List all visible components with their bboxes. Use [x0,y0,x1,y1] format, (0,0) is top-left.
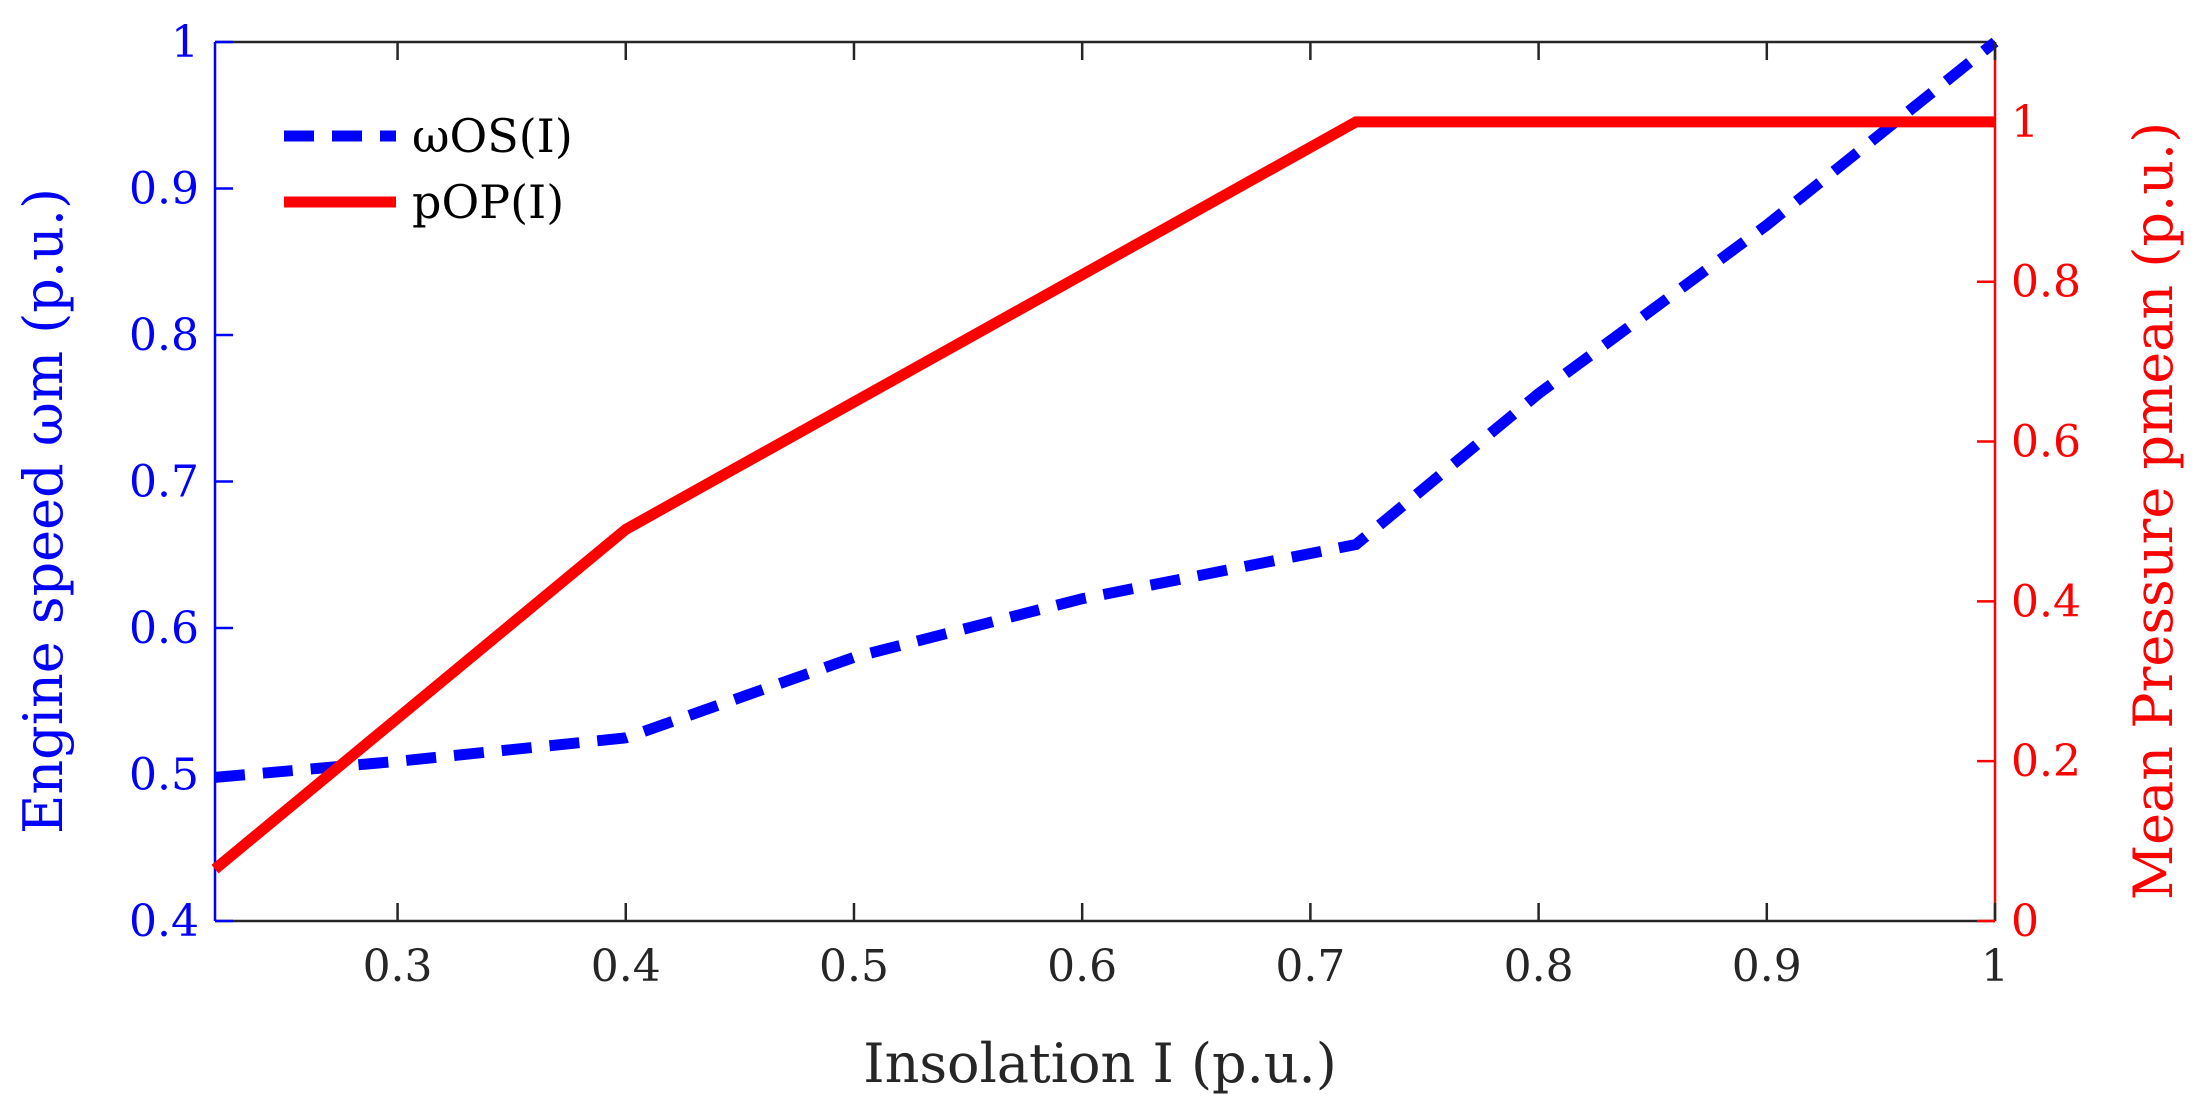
x-tick-label: 0.6 [1047,941,1117,992]
y-left-axis-ticks: 0.4 0.5 0.6 0.7 0.8 0.9 1 [129,17,233,947]
plot-frame [213,40,1997,923]
y-left-tick-label: 0.5 [129,750,199,801]
x-tick-label: 0.5 [819,941,889,992]
x-tick-label: 0.7 [1275,941,1345,992]
legend-label-omega: ωOS(I) [412,109,573,163]
y-right-tick-label: 1 [2011,97,2039,148]
x-axis-ticks: 0.3 0.4 0.5 0.6 0.7 0.8 0.9 1 [363,42,2009,992]
x-tick-label: 0.4 [591,941,661,992]
y-left-tick-label: 0.8 [129,310,199,361]
y-right-axis-title: Mean Pressure pmean (p.u.) [2122,122,2185,900]
y-left-axis-title: Engine speed ωm (p.u.) [12,188,75,834]
y-right-tick-label: 0.4 [2011,576,2081,627]
y-left-tick-label: 0.6 [129,603,199,654]
y-left-tick-label: 0.7 [129,457,199,508]
series-line-pressure [211,116,1995,874]
x-tick-label: 0.8 [1504,941,1574,992]
series-line-engine-speed [214,37,1999,783]
y-right-tick-label: 0.6 [2011,417,2081,468]
x-tick-label: 1 [1981,941,2009,992]
x-axis-title: Insolation I (p.u.) [863,1032,1337,1095]
y-left-tick-label: 1 [171,17,199,68]
x-tick-label: 0.3 [363,941,433,992]
y-right-axis-ticks: 0 0.2 0.4 0.6 0.8 1 [1977,97,2081,947]
series-group [211,37,1999,874]
y-right-tick-label: 0 [2011,896,2039,947]
y-left-tick-label: 0.9 [129,164,199,215]
legend: ωOS(I) pOP(I) [284,109,573,229]
x-tick-label: 0.9 [1732,941,1802,992]
legend-label-pressure: pOP(I) [412,175,564,229]
y-left-tick-label: 0.4 [129,896,199,947]
y-right-tick-label: 0.2 [2011,736,2081,787]
y-right-tick-label: 0.8 [2011,257,2081,308]
